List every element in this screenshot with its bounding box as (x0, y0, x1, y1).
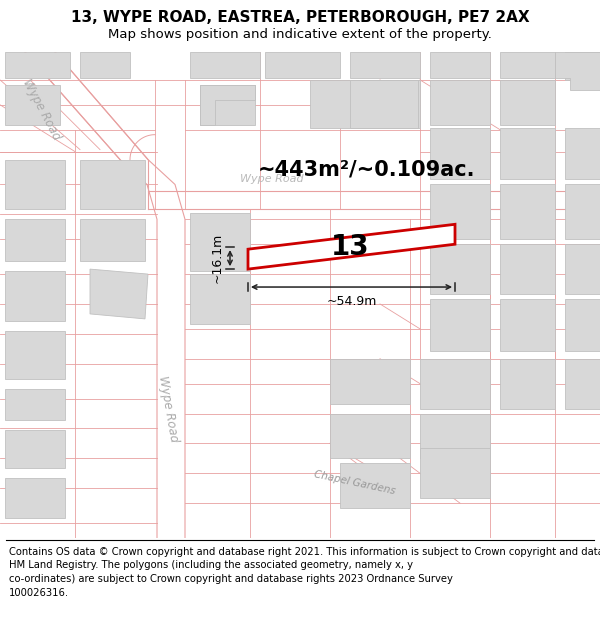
Polygon shape (555, 52, 600, 90)
Polygon shape (248, 224, 455, 269)
Polygon shape (310, 80, 420, 128)
Polygon shape (565, 359, 600, 409)
Polygon shape (200, 85, 255, 125)
Polygon shape (80, 159, 145, 209)
Polygon shape (5, 219, 65, 261)
Polygon shape (5, 331, 65, 379)
Text: ~16.1m: ~16.1m (211, 233, 224, 283)
Polygon shape (500, 184, 555, 239)
Polygon shape (90, 269, 148, 319)
Polygon shape (190, 52, 260, 78)
Polygon shape (565, 299, 600, 351)
Polygon shape (5, 478, 65, 518)
Polygon shape (430, 127, 490, 179)
Polygon shape (430, 244, 490, 294)
Polygon shape (330, 414, 410, 458)
Polygon shape (5, 431, 65, 468)
Polygon shape (200, 85, 255, 125)
Polygon shape (420, 414, 490, 458)
Polygon shape (340, 463, 410, 508)
Text: ~443m²/~0.109ac.: ~443m²/~0.109ac. (258, 159, 476, 179)
Polygon shape (5, 271, 65, 321)
Polygon shape (500, 52, 555, 78)
Polygon shape (5, 159, 65, 209)
Polygon shape (430, 52, 490, 78)
Polygon shape (350, 80, 418, 128)
Polygon shape (80, 219, 145, 261)
Polygon shape (190, 274, 250, 324)
Polygon shape (500, 359, 555, 409)
Polygon shape (420, 359, 490, 409)
Polygon shape (80, 52, 130, 78)
Polygon shape (500, 299, 555, 351)
Polygon shape (565, 244, 600, 294)
Polygon shape (565, 184, 600, 239)
Polygon shape (5, 389, 65, 421)
Polygon shape (500, 80, 555, 125)
Text: ~54.9m: ~54.9m (326, 295, 377, 308)
Text: Wype Road: Wype Road (156, 374, 180, 442)
Polygon shape (430, 299, 490, 351)
Polygon shape (500, 244, 555, 294)
Text: 13: 13 (331, 233, 370, 261)
Text: Wype Road: Wype Road (240, 174, 304, 184)
Polygon shape (350, 52, 420, 78)
Polygon shape (565, 52, 600, 80)
Polygon shape (330, 359, 410, 404)
Text: Chapel Gardens: Chapel Gardens (313, 470, 397, 497)
Text: Wype Road: Wype Road (20, 77, 64, 142)
Polygon shape (190, 213, 250, 271)
Polygon shape (430, 184, 490, 239)
Polygon shape (500, 127, 555, 179)
Polygon shape (565, 127, 600, 179)
Polygon shape (5, 85, 60, 125)
Polygon shape (5, 52, 70, 78)
Text: Map shows position and indicative extent of the property.: Map shows position and indicative extent… (108, 28, 492, 41)
Polygon shape (430, 80, 490, 125)
Polygon shape (265, 52, 340, 78)
Text: 13, WYPE ROAD, EASTREA, PETERBOROUGH, PE7 2AX: 13, WYPE ROAD, EASTREA, PETERBOROUGH, PE… (71, 11, 529, 26)
Text: Contains OS data © Crown copyright and database right 2021. This information is : Contains OS data © Crown copyright and d… (9, 547, 600, 598)
Polygon shape (420, 448, 490, 498)
